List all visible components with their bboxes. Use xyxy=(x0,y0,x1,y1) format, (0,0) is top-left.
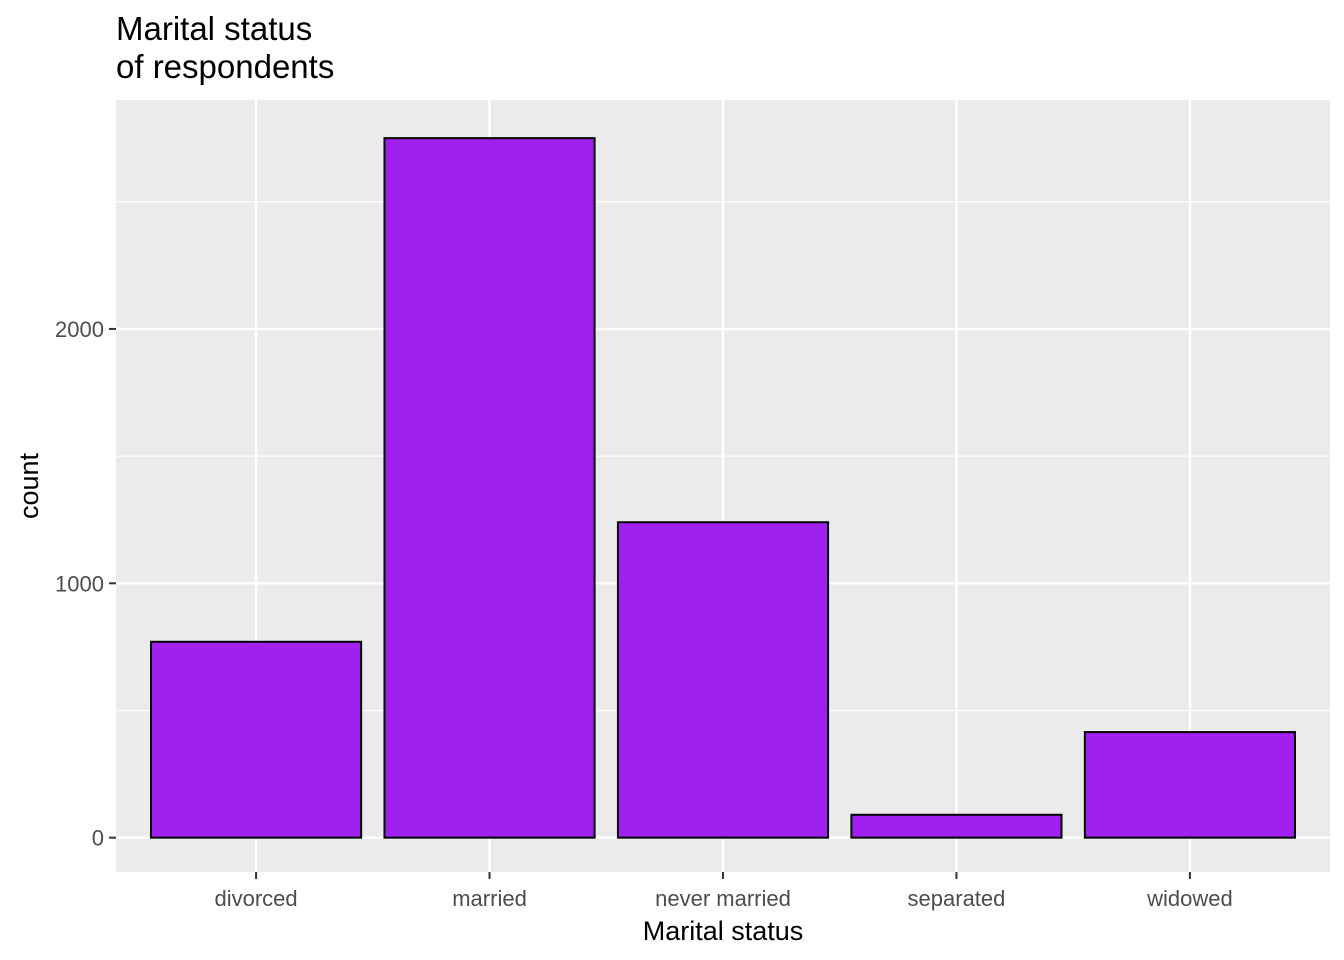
x-axis: divorced married never married separated wid… xyxy=(214,872,1233,911)
x-tick-label: divorced xyxy=(214,886,297,911)
y-tick-label: 1000 xyxy=(55,571,104,596)
chart-title: Marital status of respondents xyxy=(116,10,335,85)
x-axis-title: Marital status xyxy=(643,916,804,946)
x-tick-label: separated xyxy=(908,886,1006,911)
y-tick-label: 2000 xyxy=(55,317,104,342)
bar-divorced xyxy=(150,640,363,839)
y-axis-title: count xyxy=(14,452,44,519)
bar-separated xyxy=(850,813,1063,839)
bars xyxy=(150,137,1296,839)
bar-widowed xyxy=(1083,731,1296,839)
y-tick-label: 0 xyxy=(92,826,104,851)
y-axis: 0 1000 2000 xyxy=(55,317,116,851)
x-tick-label: never married xyxy=(655,886,791,911)
x-tick-label: married xyxy=(452,886,527,911)
bar-never-married xyxy=(616,521,830,839)
x-tick-label: widowed xyxy=(1146,886,1233,911)
bar-married xyxy=(383,137,596,839)
